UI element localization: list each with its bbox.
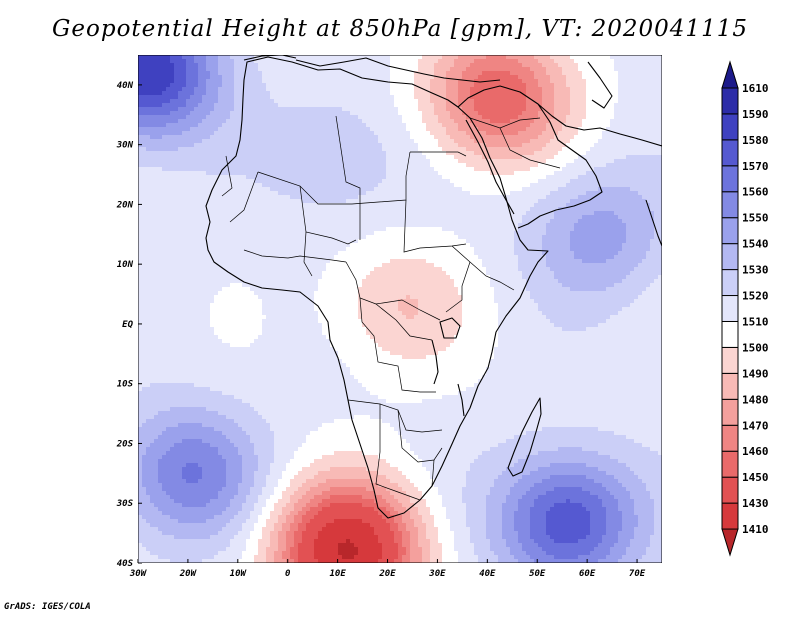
- lon-tick-label: 60E: [579, 569, 596, 579]
- height-field: [138, 55, 662, 563]
- colorbar-segment: [722, 399, 738, 425]
- colorbar-segment: [722, 88, 738, 114]
- colorbar-label: 1540: [742, 238, 769, 251]
- colorbar-label: 1530: [742, 264, 769, 277]
- lon-tick-label: 20W: [179, 569, 198, 579]
- colorbar-segment: [722, 477, 738, 503]
- colorbar-label: 1430: [742, 497, 769, 510]
- colorbar-label: 1410: [742, 523, 769, 536]
- colorbar-segment: [722, 347, 738, 373]
- lon-tick-label: 70E: [629, 569, 646, 579]
- colorbar-segment: [722, 192, 738, 218]
- colorbar-segment: [722, 166, 738, 192]
- colorbar-label: 1590: [742, 108, 769, 121]
- colorbar-segment: [722, 503, 738, 529]
- colorbar-segment: [722, 62, 738, 88]
- colorbar-segment: [722, 114, 738, 140]
- map-figure: 40N 30N 20N 10N EQ 10S 20S 30S 40S30W 20W 10W 0 10E 2…: [0, 0, 800, 618]
- colorbar-segment: [722, 373, 738, 399]
- colorbar-label: 1450: [742, 471, 769, 484]
- colorbar-label: 1510: [742, 315, 769, 328]
- lon-tick-label: 50E: [529, 569, 546, 579]
- grads-credit: GrADS: IGES/COLA: [4, 602, 91, 612]
- lat-tick-label: 30N: [116, 141, 134, 151]
- colorbar-segment: [722, 529, 738, 555]
- colorbar-segment: [722, 296, 738, 322]
- lat-tick-label: 30S: [116, 499, 134, 509]
- colorbar-label: 1570: [742, 160, 769, 173]
- lon-tick-label: 0: [285, 569, 291, 579]
- colorbar: 1410 1430 1450 1460 1470 1480 1490 1500 1510 1520…: [722, 62, 769, 555]
- colorbar-label: 1480: [742, 393, 769, 406]
- lat-tick-label: 10S: [117, 380, 134, 390]
- colorbar-segment: [722, 321, 738, 347]
- lon-tick-label: 30W: [129, 569, 148, 579]
- lat-tick-label: 20N: [116, 200, 134, 210]
- colorbar-label: 1560: [742, 186, 769, 199]
- colorbar-segment: [722, 244, 738, 270]
- lon-tick-label: 20E: [378, 569, 396, 579]
- colorbar-label: 1460: [742, 445, 769, 458]
- colorbar-label: 1550: [742, 212, 769, 225]
- colorbar-label: 1520: [742, 290, 769, 303]
- colorbar-segment: [722, 451, 738, 477]
- lon-tick-label: 30E: [428, 569, 446, 579]
- lat-tick-label: 20S: [116, 439, 134, 449]
- lon-tick-label: 10W: [230, 569, 248, 579]
- colorbar-label: 1490: [742, 367, 769, 380]
- colorbar-segment: [722, 270, 738, 296]
- colorbar-label: 1470: [742, 419, 769, 432]
- colorbar-label: 1610: [742, 82, 769, 95]
- lat-tick-label: EQ: [122, 320, 133, 330]
- lon-tick-label: 10E: [329, 569, 346, 579]
- lat-tick-label: 40S: [117, 559, 134, 569]
- colorbar-label: 1580: [742, 134, 769, 147]
- lat-tick-label: 40N: [117, 81, 134, 91]
- lon-tick-label: 40E: [479, 569, 496, 579]
- colorbar-segment: [722, 425, 738, 451]
- colorbar-segment: [722, 140, 738, 166]
- colorbar-label: 1500: [742, 341, 769, 354]
- colorbar-segment: [722, 218, 738, 244]
- lat-tick-label: 10N: [117, 260, 134, 270]
